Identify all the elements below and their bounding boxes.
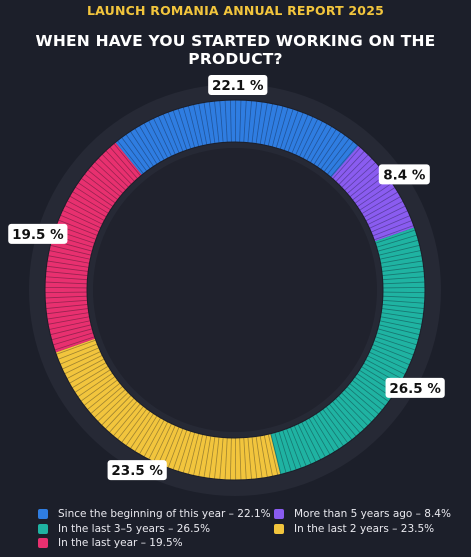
outer-edge: [44, 99, 426, 481]
donut-ring: [29, 84, 441, 496]
slice-texture-2: [270, 229, 425, 475]
slice-texture-3: [56, 339, 279, 481]
legend-label: In the last 3–5 years – 26.5%: [58, 523, 211, 535]
chart-title: WHEN HAVE YOU STARTED WORKING ON THE PRO…: [35, 32, 436, 68]
data-label-2: 26.5 %: [385, 377, 445, 398]
slice-4: [45, 142, 142, 353]
legend-swatch: [38, 538, 48, 548]
legend-item: In the last 2 years – 23.5%: [274, 523, 434, 535]
data-label-3: 23.5 %: [107, 460, 167, 481]
slice-texture-1: [332, 147, 414, 241]
slice-2: [270, 227, 426, 475]
svg-text:22.1 %: 22.1 %: [212, 78, 264, 94]
legend-swatch: [38, 524, 48, 534]
legend-item: Since the beginning of this year – 22.1%: [38, 508, 271, 520]
svg-text:8.4 %: 8.4 %: [383, 167, 426, 183]
svg-text:26.5 %: 26.5 %: [389, 381, 441, 397]
legend-label: In the last year – 19.5%: [58, 537, 183, 549]
donut-hole: [93, 148, 377, 432]
slice-3: [55, 338, 281, 480]
inner-edge: [86, 141, 384, 439]
slice-1: [331, 145, 415, 242]
legend-label: More than 5 years ago – 8.4%: [294, 508, 451, 520]
legend-swatch: [38, 509, 48, 519]
legend-item: More than 5 years ago – 8.4%: [274, 508, 451, 520]
legend-swatch: [274, 524, 284, 534]
report-title: LAUNCH ROMANIA ANNUAL REPORT 2025: [87, 3, 384, 18]
data-labels: 22.1 % 8.4 % 26.5 % 23.5 % 19.5 %: [8, 75, 445, 481]
legend-label: In the last 2 years – 23.5%: [294, 523, 435, 535]
legend-item: In the last year – 19.5%: [38, 537, 183, 549]
data-label-4: 19.5 %: [8, 223, 68, 244]
donut-chart: 22.1 % 8.4 % 26.5 % 23.5 % 19.5 %: [8, 75, 445, 496]
data-label-1: 8.4 %: [378, 164, 430, 185]
slice-0: [115, 99, 359, 178]
legend-swatch: [274, 509, 284, 519]
legend-label: Since the beginning of this year – 22.1%: [58, 508, 271, 520]
legend-item: In the last 3–5 years – 26.5%: [38, 523, 210, 535]
slice-texture-0: [117, 99, 358, 178]
svg-text:19.5 %: 19.5 %: [12, 227, 64, 243]
svg-text:23.5 %: 23.5 %: [111, 463, 163, 479]
data-label-0: 22.1 %: [208, 75, 268, 96]
